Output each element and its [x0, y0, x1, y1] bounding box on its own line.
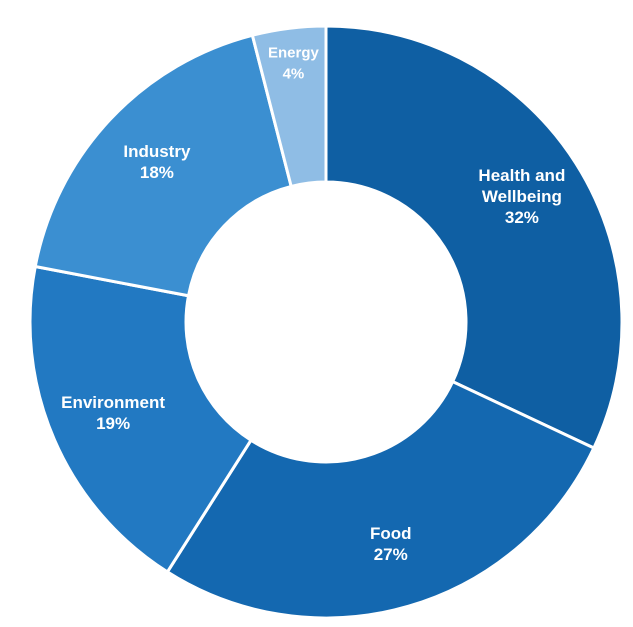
slice-label-environment: Environment 19% [61, 393, 165, 433]
slice-category-label: Health and [478, 166, 565, 185]
slices-layer [28, 24, 624, 620]
slice-category-label: Wellbeing [482, 187, 562, 206]
slice-category-label: Industry [123, 142, 191, 161]
slice-label-energy: Energy 4% [268, 45, 320, 83]
labels-layer: Health and Wellbeing 32% Food 27% Environment… [61, 45, 565, 564]
slice-environment [28, 265, 253, 574]
slice-value-label: 32% [505, 208, 539, 227]
slice-label-industry: Industry 18% [123, 142, 191, 182]
slice-category-label: Environment [61, 393, 165, 412]
slice-industry [33, 33, 293, 298]
slice-value-label: 27% [374, 545, 408, 564]
slice-category-label: Food [370, 524, 412, 543]
slice-value-label: 19% [96, 414, 130, 433]
slice-value-label: 4% [283, 66, 305, 83]
slice-food [165, 380, 596, 620]
slice-label-health-and-wellbeing: Health and Wellbeing 32% [478, 166, 565, 227]
slice-category-label: Energy [268, 45, 320, 62]
slice-value-label: 18% [140, 163, 174, 182]
slice-health-and-wellbeing [324, 24, 624, 450]
slice-label-food: Food 27% [370, 524, 412, 564]
slice-energy [250, 24, 328, 188]
